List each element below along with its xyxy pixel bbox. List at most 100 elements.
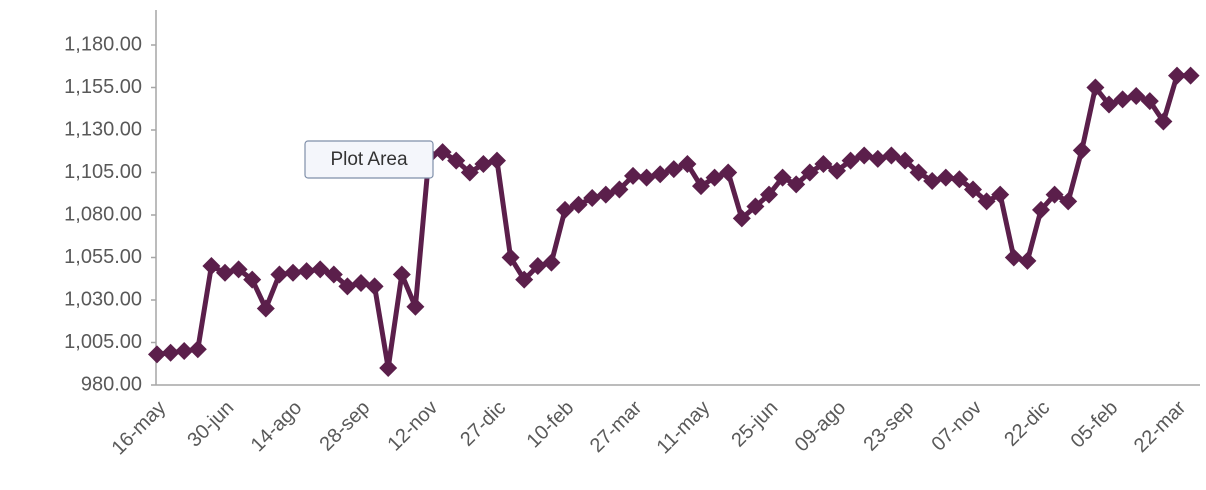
y-tick-label: 1,080.00 [64, 203, 142, 225]
tooltip-box [304, 140, 434, 179]
x-tick-label: 27-mar [586, 396, 647, 457]
marker [624, 166, 642, 185]
x-tick-label: 25-jun [727, 397, 782, 452]
marker [216, 263, 234, 282]
marker [1100, 95, 1118, 114]
x-tick-label: 27-dic [456, 397, 510, 451]
marker [556, 200, 574, 219]
marker [148, 345, 166, 364]
marker [202, 257, 221, 275]
marker [406, 297, 425, 316]
marker [229, 260, 248, 279]
x-tick-label: 23-sep [859, 397, 918, 456]
marker [528, 257, 547, 275]
tooltip: Plot Area [304, 140, 434, 179]
x-tick-label: 12-nov [383, 397, 442, 456]
y-tick-label: 1,105.00 [64, 161, 142, 183]
marker [542, 253, 561, 272]
marker [760, 185, 778, 204]
marker [270, 265, 289, 284]
marker [692, 177, 710, 196]
line [156, 73, 1191, 371]
x-tick-label: 05-feb [1067, 397, 1123, 453]
marker [664, 160, 683, 179]
marker [338, 277, 357, 296]
marker [379, 359, 398, 377]
marker [1154, 112, 1173, 131]
marker [1113, 90, 1132, 109]
y-tick-label: 980.00 [81, 373, 142, 395]
marker [828, 161, 846, 180]
marker [311, 260, 330, 279]
marker [787, 175, 806, 194]
marker [1045, 185, 1064, 204]
marker [284, 263, 302, 282]
y-tick-label: 1,005.00 [64, 331, 142, 353]
marker [460, 163, 479, 182]
marker [175, 342, 194, 360]
marker [841, 151, 860, 170]
marker [488, 151, 506, 170]
marker [719, 163, 738, 182]
marker [923, 172, 942, 190]
marker [243, 270, 262, 289]
marker [474, 155, 493, 173]
marker [773, 168, 792, 187]
marker [352, 274, 370, 292]
marker [800, 163, 819, 182]
marker [991, 185, 1010, 204]
marker [746, 197, 765, 216]
marker [637, 168, 656, 187]
marker [868, 149, 887, 168]
marker [1032, 200, 1050, 219]
marker [950, 170, 969, 189]
marker [596, 185, 615, 204]
y-tick-label: 1,180.00 [64, 33, 142, 55]
marker [324, 265, 343, 284]
marker [161, 343, 180, 362]
y-tick-label: 1,030.00 [64, 288, 142, 310]
marker [365, 277, 384, 296]
x-tick-label: 22-mar [1130, 396, 1191, 457]
marker [501, 248, 520, 267]
x-tick-label: 09-ago [791, 397, 851, 457]
marker [610, 180, 629, 199]
x-tick-label: 30-jun [183, 397, 238, 452]
marker [256, 299, 275, 318]
marker [732, 209, 751, 228]
marker [583, 189, 602, 207]
tooltip-text: Plot Area [330, 149, 408, 170]
marker [188, 340, 207, 359]
marker [882, 146, 901, 165]
marker [392, 265, 411, 284]
x-tick-label: 16-may [108, 397, 171, 460]
marker [1059, 192, 1078, 211]
x-tick-label: 07-nov [927, 397, 986, 456]
x-tick-label: 10-feb [523, 397, 579, 453]
marker [1127, 87, 1146, 105]
x-tick-label: 28-sep [315, 397, 374, 456]
marker [1168, 66, 1186, 85]
marker [1018, 251, 1037, 270]
marker [651, 165, 670, 184]
marker [909, 163, 928, 182]
marker [936, 168, 955, 187]
y-tick-label: 1,130.00 [64, 118, 142, 140]
marker [297, 262, 316, 281]
x-tick-label: 22-dic [1000, 397, 1054, 451]
y-tick-label: 1,155.00 [64, 76, 142, 98]
marker [569, 195, 588, 214]
x-tick-label: 11-may [653, 397, 715, 459]
marker [964, 180, 982, 199]
marker [1086, 78, 1105, 97]
marker [433, 143, 452, 162]
marker [1004, 248, 1023, 267]
marker [977, 192, 996, 211]
marker [1140, 92, 1159, 111]
marker [1181, 66, 1200, 85]
marker [515, 270, 534, 289]
marker [896, 151, 914, 170]
marker [678, 155, 697, 173]
y-tick-label: 1,055.00 [64, 246, 142, 268]
